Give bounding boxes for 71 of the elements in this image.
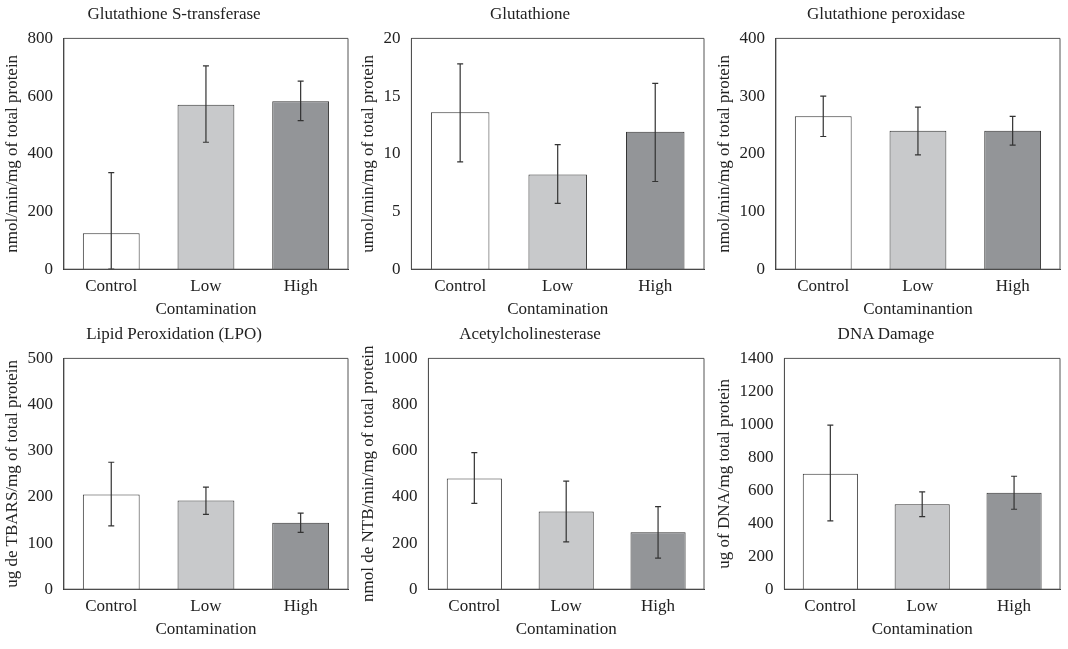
- y-tick-label: 1000: [383, 347, 418, 367]
- y-tick-label: 800: [747, 446, 774, 466]
- chart-title: Lipid Peroxidation (LPO): [86, 323, 262, 343]
- y-tick-label: 15: [383, 85, 401, 105]
- x-axis-title: Contamination: [155, 619, 257, 639]
- x-axis-title: Contamination: [155, 299, 257, 319]
- y-tick-label: 800: [27, 27, 53, 47]
- y-tick-label: 100: [27, 532, 53, 552]
- y-tick-label: 1000: [739, 413, 774, 433]
- y-tick-label: 300: [27, 440, 53, 460]
- y-tick-label: 600: [391, 440, 418, 460]
- y-tick-label: 600: [747, 479, 774, 499]
- x-tick-label: Control: [434, 275, 487, 295]
- x-tick-label: Low: [190, 595, 223, 615]
- y-tick-label: 0: [408, 578, 418, 598]
- x-tick-label: Control: [85, 595, 138, 615]
- y-tick-label: 400: [27, 394, 53, 414]
- x-tick-label: Control: [85, 275, 138, 295]
- x-tick-label: Control: [448, 595, 501, 615]
- y-tick-label: 400: [391, 486, 418, 506]
- y-tick-label: 1200: [739, 380, 774, 400]
- x-tick-label: Low: [542, 275, 574, 295]
- y-tick-label: 1400: [739, 347, 774, 367]
- y-tick-label: 200: [739, 143, 765, 163]
- y-tick-label: 200: [27, 486, 53, 506]
- x-tick-label: Low: [906, 595, 939, 615]
- chart-title: Glutathione peroxidase: [806, 3, 966, 23]
- y-axis-title: ug of DNA/mg total protein: [713, 378, 733, 569]
- x-tick-label: High: [638, 275, 673, 295]
- x-tick-label: Low: [550, 595, 583, 615]
- y-tick-label: 100: [739, 200, 765, 220]
- x-tick-label: High: [283, 275, 319, 295]
- x-axis-title: Contamination: [871, 619, 974, 639]
- y-tick-label: 300: [739, 85, 765, 105]
- y-axis-title: ug de TBARS/mg of total protein: [1, 359, 21, 588]
- x-tick-label: Control: [797, 275, 850, 295]
- chart-title: Glutathione: [489, 3, 571, 23]
- y-tick-label: 400: [739, 27, 765, 47]
- x-tick-label: High: [995, 275, 1031, 295]
- x-tick-label: Low: [902, 275, 935, 295]
- y-tick-label: 600: [27, 85, 53, 105]
- y-tick-label: 0: [44, 578, 53, 598]
- x-tick-label: High: [641, 595, 676, 615]
- x-tick-label: Low: [190, 275, 223, 295]
- y-tick-label: 10: [383, 143, 401, 163]
- y-axis-title: umol/min/mg of total protein: [357, 54, 377, 253]
- x-tick-label: High: [283, 595, 319, 615]
- chart-title: Acetylcholinesterase: [459, 323, 601, 343]
- x-axis-title: Contaminantion: [863, 299, 974, 319]
- x-axis-title: Contamination: [507, 299, 609, 319]
- y-tick-label: 500: [27, 347, 53, 367]
- y-tick-label: 200: [27, 200, 53, 220]
- y-axis-title: nmol/min/mg of total protein: [1, 54, 21, 253]
- y-tick-label: 20: [383, 27, 401, 47]
- x-axis-title: Contamination: [515, 619, 618, 639]
- y-tick-label: 200: [747, 545, 774, 565]
- y-tick-label: 400: [747, 512, 774, 532]
- y-axis-title: nmol/min/mg of total protein: [713, 54, 733, 253]
- y-axis-title: nmol de NTB/min/mg of total protein: [357, 345, 377, 602]
- y-tick-label: 400: [27, 143, 53, 163]
- y-tick-label: 800: [391, 394, 418, 414]
- y-tick-label: 0: [391, 258, 401, 278]
- x-tick-label: Control: [804, 595, 857, 615]
- y-tick-label: 0: [764, 578, 774, 598]
- x-tick-label: High: [997, 595, 1032, 615]
- y-tick-label: 0: [756, 258, 765, 278]
- chart-title: DNA Damage: [837, 323, 935, 343]
- y-tick-label: 0: [44, 258, 53, 278]
- y-tick-label: 200: [391, 532, 418, 552]
- y-tick-label: 5: [391, 200, 401, 220]
- chart-title: Glutathione S-transferase: [87, 3, 261, 23]
